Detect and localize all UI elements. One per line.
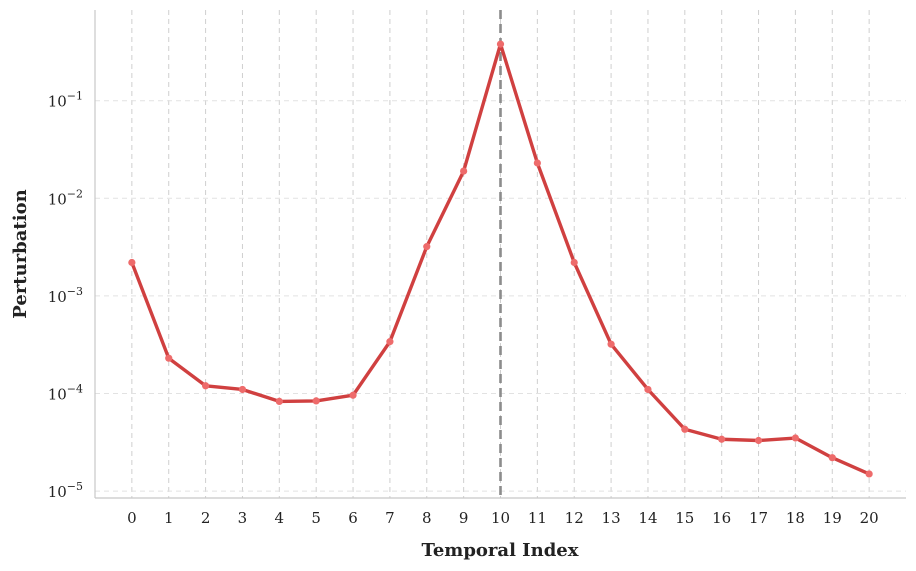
data-point-17 <box>754 436 763 445</box>
x-tick-label-11: 11 <box>528 509 547 527</box>
y-tick-label-2: 10−3 <box>48 285 83 306</box>
x-tick-label-15: 15 <box>675 509 694 527</box>
x-tick-label-6: 6 <box>348 509 358 527</box>
data-point-10 <box>496 40 505 48</box>
x-tick-label-14: 14 <box>638 509 657 527</box>
data-point-0 <box>128 258 136 267</box>
data-point-13 <box>607 340 615 348</box>
data-point-3 <box>238 385 247 394</box>
x-axis-title: Temporal Index <box>422 540 579 561</box>
x-tick-label-3: 3 <box>238 509 248 527</box>
data-point-16 <box>718 435 726 443</box>
y-tick-labels: 10−5 10−4 10−3 10−2 10−1 <box>48 90 83 501</box>
x-tick-label-19: 19 <box>823 509 842 527</box>
x-tick-label-20: 20 <box>860 509 879 527</box>
y-tick-label-4: 10−1 <box>48 90 83 111</box>
data-point-18 <box>791 434 800 442</box>
data-point-12 <box>570 258 578 267</box>
x-tick-label-1: 1 <box>164 509 174 527</box>
data-point-6 <box>349 391 357 399</box>
data-point-15 <box>681 425 689 433</box>
x-tick-label-4: 4 <box>275 509 285 527</box>
x-tick-label-0: 0 <box>127 509 137 527</box>
x-tick-label-18: 18 <box>786 509 805 527</box>
data-point-9 <box>460 167 468 175</box>
x-tick-label-9: 9 <box>459 509 469 527</box>
x-tick-label-12: 12 <box>565 509 584 527</box>
x-tick-label-17: 17 <box>749 509 768 527</box>
data-point-8 <box>423 243 431 251</box>
data-point-4 <box>275 397 283 406</box>
y-tick-label-0: 10−5 <box>48 480 83 501</box>
data-point-14 <box>644 385 652 394</box>
x-tick-label-8: 8 <box>422 509 432 527</box>
y-tick-label-3: 10−2 <box>48 187 83 208</box>
data-point-7 <box>386 338 394 346</box>
x-tick-label-7: 7 <box>385 509 395 527</box>
y-axis-title: Perturbation <box>10 189 31 318</box>
x-tick-label-5: 5 <box>311 509 321 527</box>
data-point-2 <box>201 382 210 390</box>
data-point-20 <box>865 470 873 478</box>
series-group <box>128 40 873 478</box>
x-tick-label-13: 13 <box>602 509 621 527</box>
data-point-11 <box>533 159 541 167</box>
x-tick-label-10: 10 <box>491 509 510 527</box>
x-tick-label-2: 2 <box>201 509 211 527</box>
x-tick-labels: 0 1 2 3 4 5 6 7 8 9 10 11 12 13 14 15 16 17 18 19 20 <box>127 509 879 527</box>
data-point-5 <box>312 397 320 405</box>
data-point-19 <box>828 454 836 462</box>
data-point-1 <box>165 354 173 362</box>
y-tick-label-1: 10−4 <box>48 383 83 404</box>
x-tick-label-16: 16 <box>712 509 731 527</box>
